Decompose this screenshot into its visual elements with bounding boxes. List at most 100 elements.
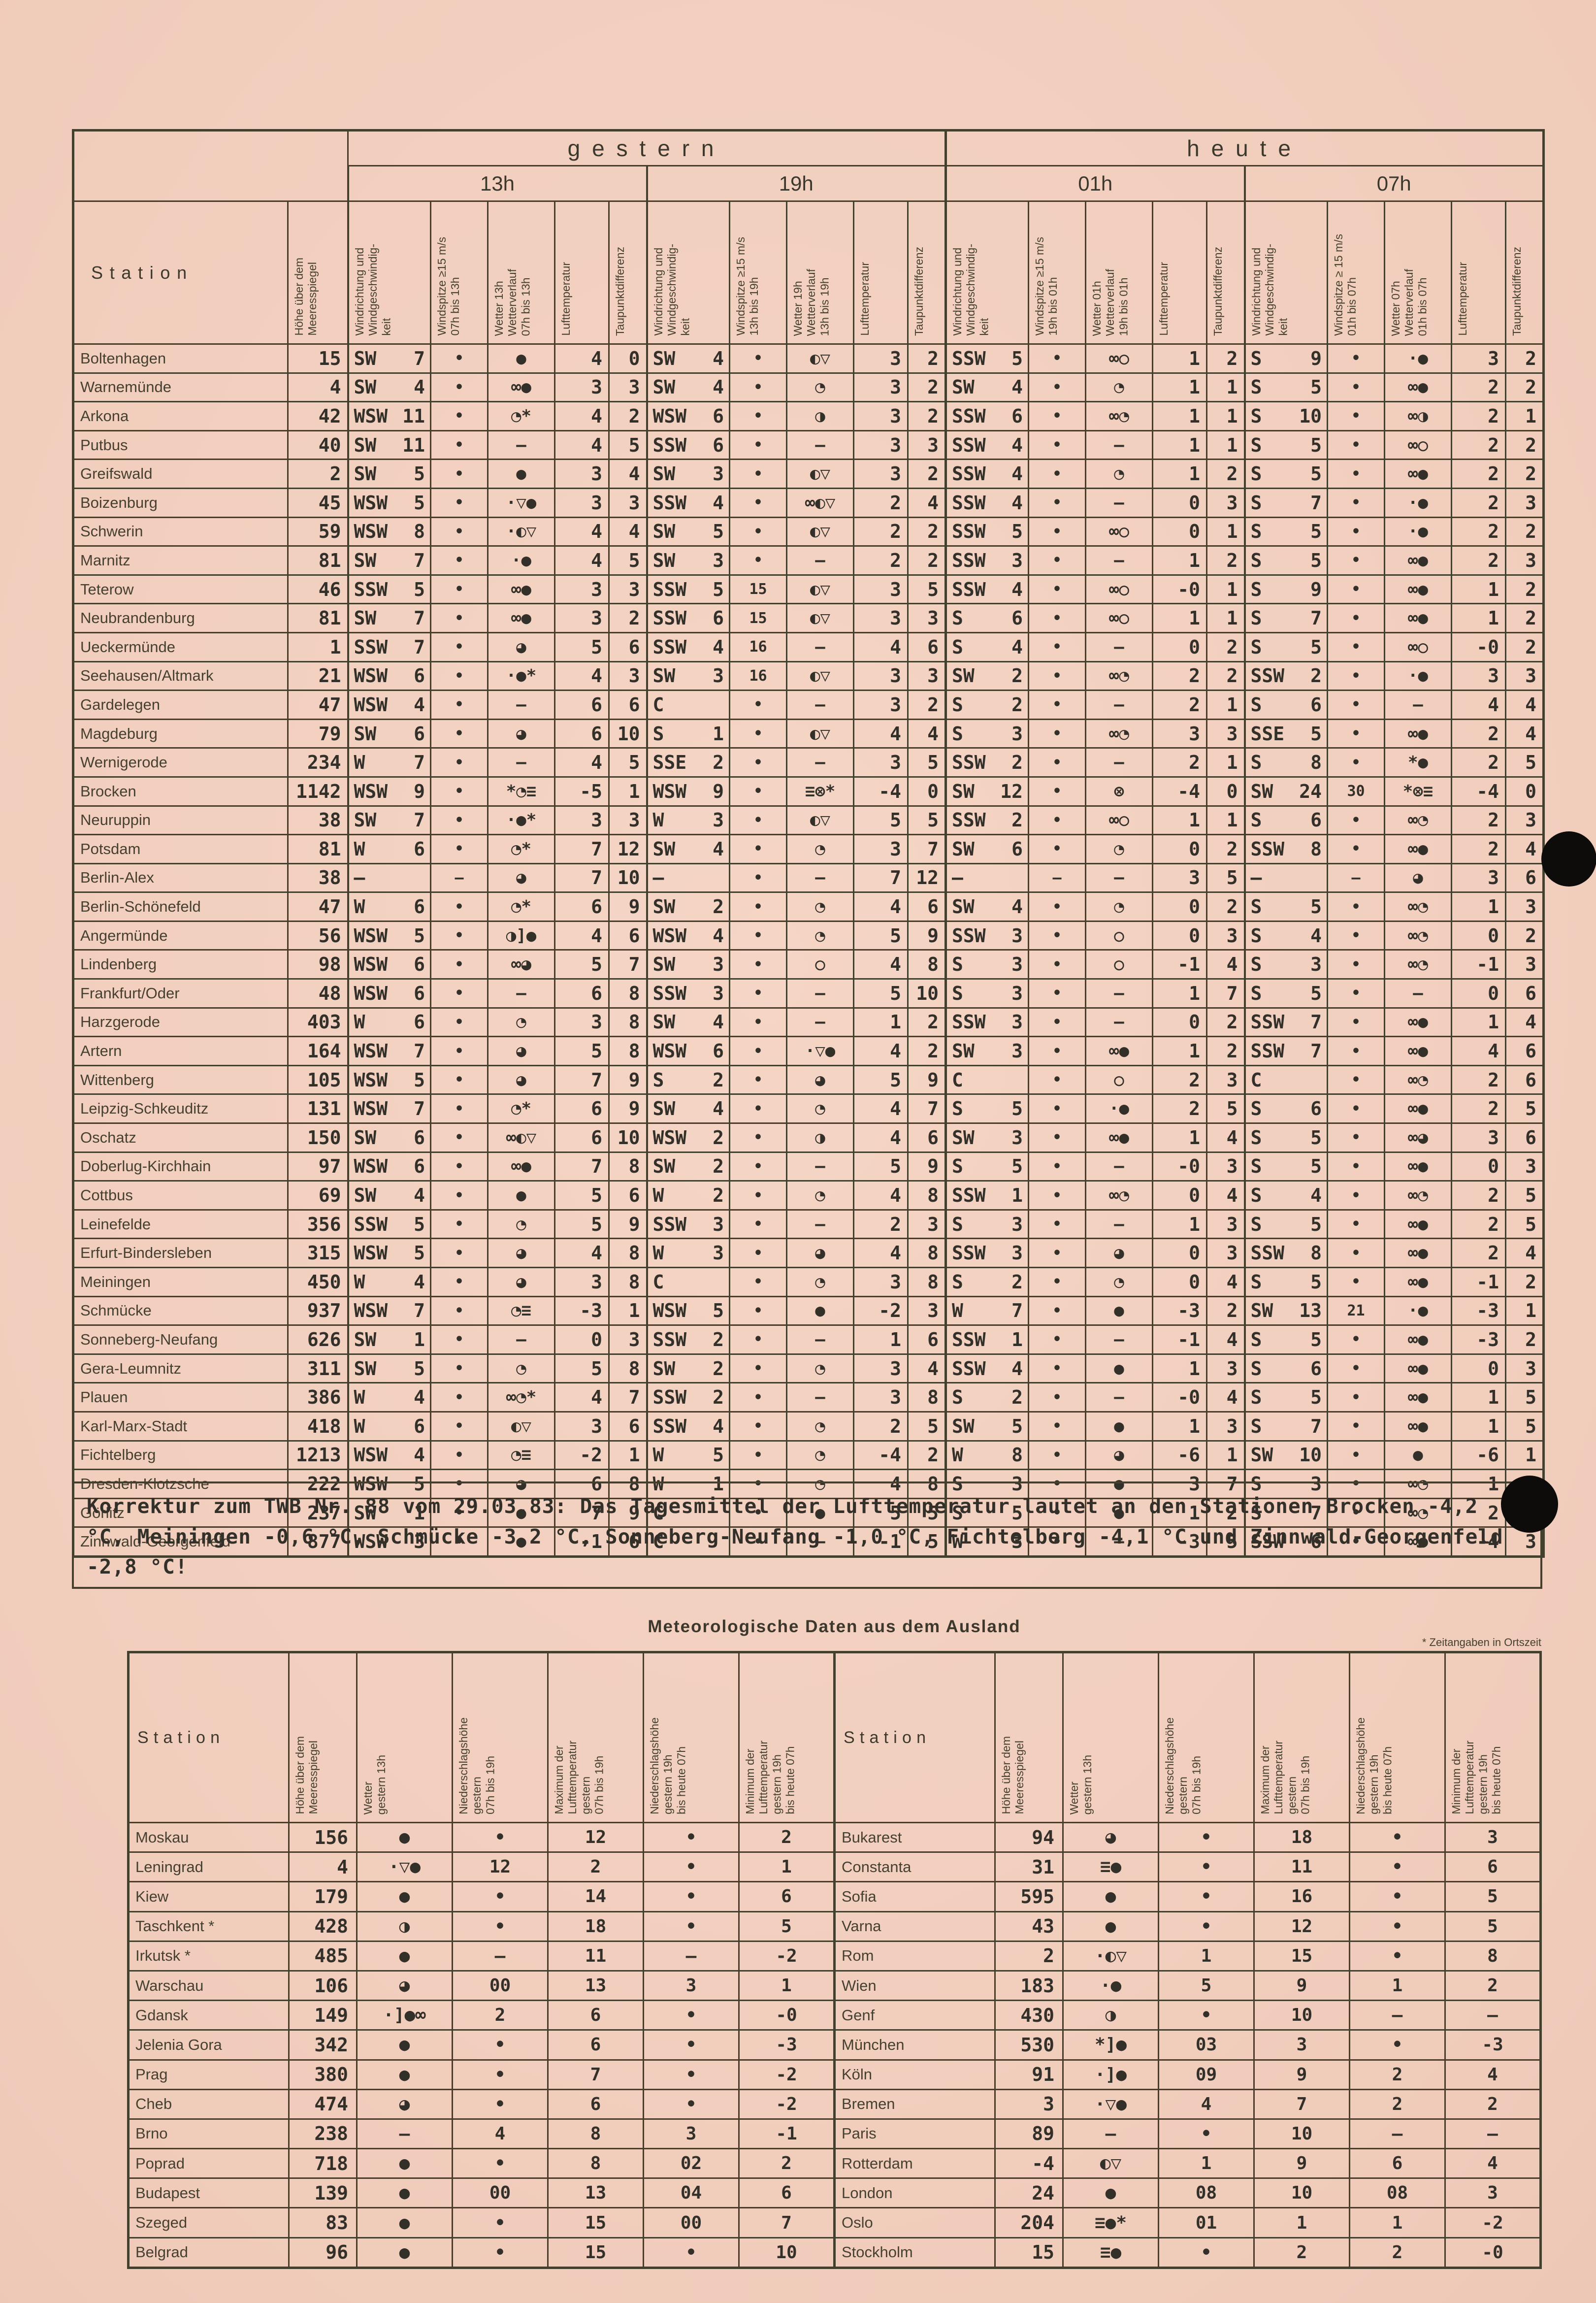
windspitze-01h: • [1028,747,1086,778]
wind-speed: 7 [1310,1415,1322,1437]
station-name: Greifswald [72,459,289,489]
station-name: Leningrad [128,1851,290,1883]
foreign-station-row: Jelenia Gora 342 ● • 6 • -3 München 530 *]● 03 3 • -3 [128,2029,1541,2061]
wind-value-19h: SW 4 [649,348,728,369]
wind-value-01h: C [948,1069,1027,1091]
taupunkt-07h: 0 [1505,776,1544,807]
taupunkt-19h: 2 [907,545,946,576]
windspitze-13h: • [430,1180,489,1211]
wind-direction: WSW [354,924,388,947]
station-row: Wittenberg 105 WSW 5 • ◕ 7 9 S 2 • ◕ 5 9 C • ○ 2 3 C • ∞◔ 2 6 [72,1064,1544,1095]
windspitze-01h: • [1028,1180,1086,1211]
temp-07h: 2 [1451,487,1506,518]
wind-value-13h: WSW 5 [350,1473,429,1495]
wind-speed: 7 [414,1040,425,1062]
temp-13h: 6 [554,978,610,1009]
wind-value-01h: SW 12 [948,781,1027,802]
windspitze-13h: • [430,920,489,951]
temp-07h: 1 [1451,1382,1506,1413]
temp-19h: 2 [853,516,909,547]
windspitze-13h: • [430,1526,489,1557]
taupunkt-01h: 3 [1206,1151,1245,1182]
temp-13h: -5 [554,776,610,807]
wind-speed: 6 [414,1126,425,1149]
hour-header-row: 13h 19h 01h 07h [73,165,1544,202]
taupunkt-01h: 4 [1206,1267,1245,1297]
wetter-symbol-01h: ◔ [1085,459,1153,489]
temp-07h: 2 [1451,747,1506,778]
station-row: Brocken 1142 WSW 9 • *◔≡ -5 1 WSW 9 • ≡⊗* -4 0 SW 12 • ⊗ -… [72,776,1544,807]
wind-direction: WSW [354,982,388,1004]
niederschlag-07-19: 4 [452,2118,549,2150]
wind-value-13h: SW 4 [350,376,429,398]
taupunkt-13h: 8 [608,1238,648,1268]
niederschlag-19-07: • [643,2237,740,2269]
wetter-symbol-07h: ∞● [1384,1411,1452,1442]
wind-value-07h: SSW 8 [1247,1242,1326,1264]
elevation: 430 [994,2000,1064,2031]
temp-01h: 3 [1152,718,1207,749]
wind-19h: WSW 2 [646,1122,730,1153]
max-temp-header: Maximum der Lufttemperatur gestern 07h b… [1253,1651,1350,1823]
windspitze-19h: • [729,1122,787,1153]
wetter-symbol-13h: ● [487,343,555,374]
wetter-13h: ● [356,1881,453,1912]
wind-value-01h: SSW 3 [948,925,1027,947]
temp-19h: 4 [853,1093,909,1124]
wind-value-13h: – [350,867,429,888]
wetter-symbol-07h: ∞● [1384,1382,1452,1413]
wetter-13h: ● [356,2177,453,2209]
station-row: Warnemünde 4 SW 4 • ∞● 3 3 SW 4 • ◔ 3 2 SW 4 • ◔ 1 1 S 5 • ∞● 2 2 [72,372,1544,403]
wind-07h: SSW 7 [1243,1036,1328,1066]
niederschlag-07-19: • [452,2059,549,2090]
taupunkt-13h: 12 [608,834,648,864]
wind-speed: 6 [1310,809,1322,831]
wind-direction: SW [354,549,377,571]
temp-13h: 3 [554,372,610,403]
wind-direction: SW [354,463,377,485]
station-name: Szeged [128,2207,290,2238]
taupunkt-19h: 10 [907,978,946,1009]
wind-value-19h: SSW 2 [649,1386,728,1408]
temp-07h: -3 [1451,1295,1506,1326]
foreign-station-row: Moskau 156 ● • 12 • 2 Bukarest 94 ◕ • 18 • 3 [128,1821,1541,1853]
elevation: 403 [287,1007,349,1038]
windspitze-07h: • [1327,487,1385,518]
temp-01h: 1 [1152,372,1207,403]
station-name: Boizenburg [72,487,289,518]
temp-07h: 2 [1451,459,1506,489]
temp-13h: 4 [554,545,610,576]
wind-speed: 3 [713,1242,724,1264]
taupunkt-19h: 5 [907,747,946,778]
wind-07h: SSW 8 [1243,1238,1328,1268]
windspitze-01h: • [1028,834,1086,864]
wind-speed: 6 [1310,693,1322,716]
wind-value-19h: SW 4 [649,838,728,860]
wind-07h: SSE 5 [1243,718,1328,749]
elevation: 97 [287,1151,349,1182]
niederschlag-07-19-header-label: Niederschlagshöhe gestern 07h bis 19h [457,1717,497,1814]
niederschlag-19-07: 3 [643,1970,740,2002]
wind-13h: SW 6 [347,718,431,749]
wind-direction: W [354,1415,365,1437]
windspitze-01h: • [1028,1064,1086,1095]
elevation: 45 [287,487,349,518]
wetter-symbol-13h: ● [487,459,555,489]
wind-direction: WSW [652,1300,687,1322]
temp-07h: -6 [1451,1440,1506,1471]
windspitze-01h: • [1028,805,1086,836]
temp-07h: 1 [1451,1007,1506,1038]
wetter-header-07h-label: Wetter 07h Wetterverlauf 01h bis 07h [1389,268,1429,336]
min-temp: 1 [738,1851,835,1883]
max-temp: 18 [547,1910,644,1942]
wind-direction: S [1250,607,1262,629]
elevation: 937 [287,1295,349,1326]
windspitze-19h: • [729,718,787,749]
wind-13h: SW 11 [347,429,431,461]
taupunkt-07h: 4 [1505,690,1544,720]
niederschlag-19-07: • [1349,1910,1446,1942]
